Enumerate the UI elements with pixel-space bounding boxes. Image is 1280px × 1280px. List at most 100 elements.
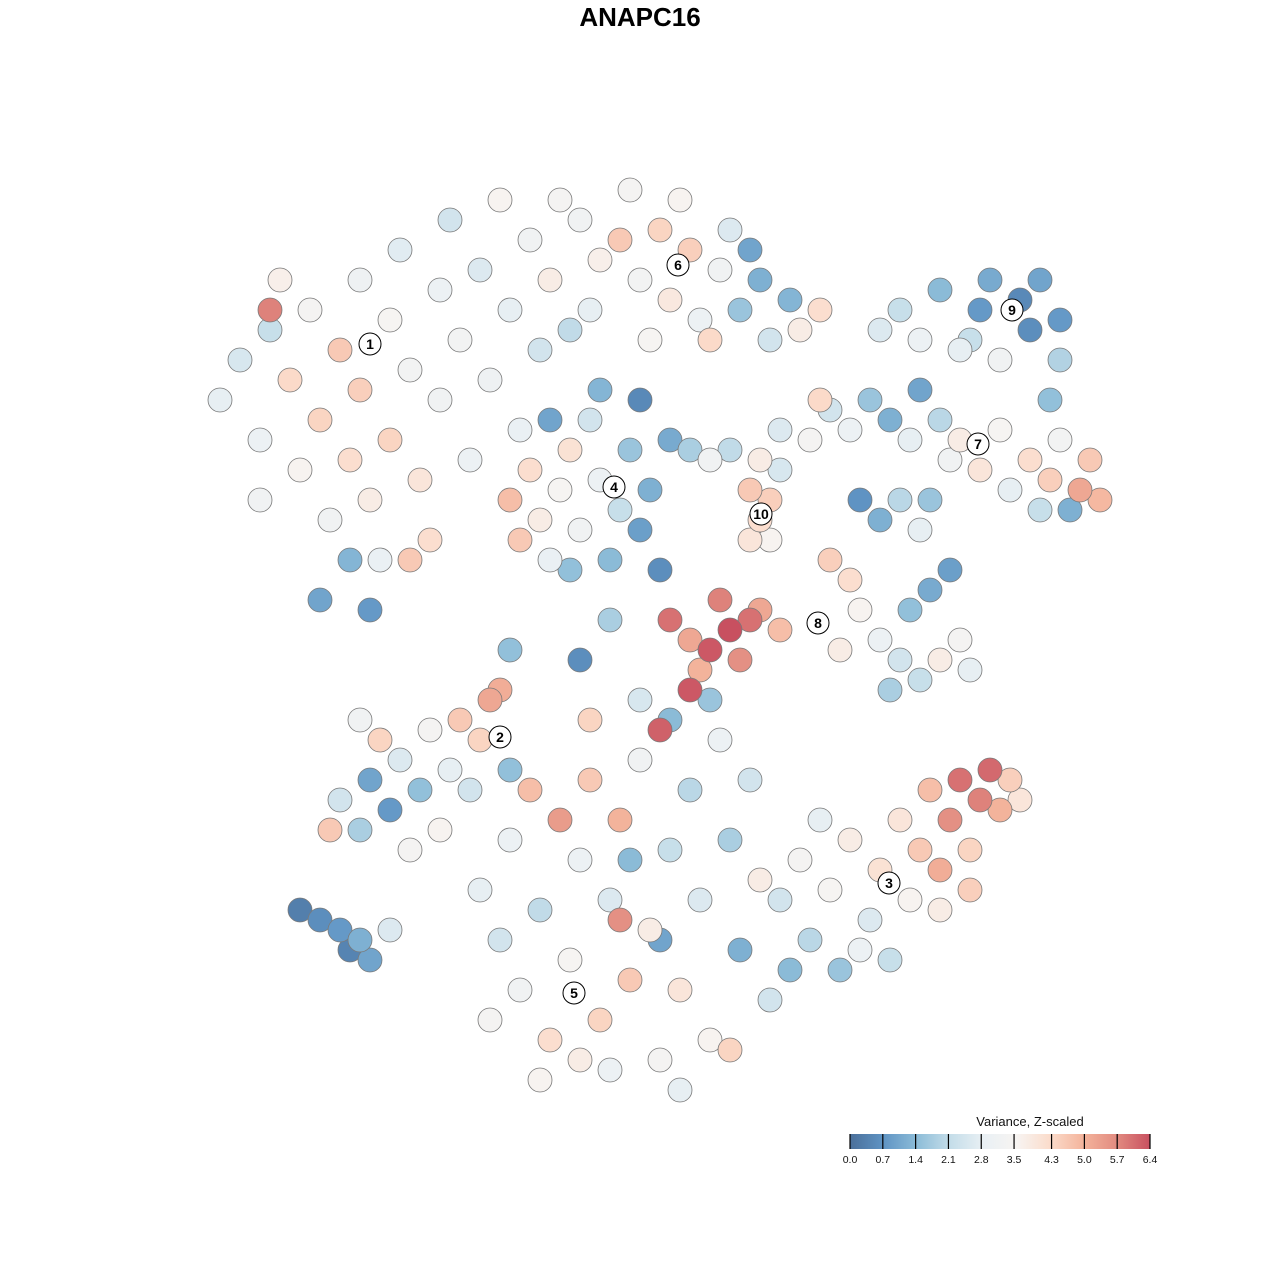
data-point <box>307 407 333 433</box>
svg-text:3: 3 <box>885 875 893 891</box>
data-point <box>617 847 643 873</box>
colorbar-tick-label: 5.0 <box>1077 1154 1092 1166</box>
data-point <box>857 907 883 933</box>
data-point <box>687 657 713 683</box>
data-point <box>947 767 973 793</box>
data-point <box>317 817 343 843</box>
data-point <box>587 247 613 273</box>
data-point <box>537 267 563 293</box>
data-point <box>1047 347 1073 373</box>
data-point <box>377 307 403 333</box>
data-point <box>907 517 933 543</box>
data-point <box>257 297 283 323</box>
data-point <box>967 457 993 483</box>
data-point <box>767 887 793 913</box>
data-point <box>887 487 913 513</box>
data-point <box>327 787 353 813</box>
data-point <box>787 847 813 873</box>
data-point <box>567 647 593 673</box>
data-point <box>347 267 373 293</box>
data-point <box>807 387 833 413</box>
data-point <box>697 447 723 473</box>
data-point <box>1037 387 1063 413</box>
data-point <box>647 557 673 583</box>
cluster-label: 10 <box>749 502 773 526</box>
data-point <box>697 1027 723 1053</box>
data-point <box>697 687 723 713</box>
data-point <box>877 677 903 703</box>
data-point <box>327 337 353 363</box>
data-point <box>567 207 593 233</box>
data-point <box>387 747 413 773</box>
data-point <box>937 807 963 833</box>
data-point <box>557 947 583 973</box>
data-point <box>337 547 363 573</box>
data-point <box>907 327 933 353</box>
data-point <box>977 267 1003 293</box>
data-point <box>927 897 953 923</box>
data-point <box>917 487 943 513</box>
cluster-label: 8 <box>806 611 830 635</box>
cluster-label: 7 <box>966 432 990 456</box>
data-point <box>357 767 383 793</box>
data-point <box>227 347 253 373</box>
data-point <box>1047 427 1073 453</box>
data-point <box>477 1007 503 1033</box>
data-point <box>927 277 953 303</box>
data-point <box>807 807 833 833</box>
data-point <box>617 177 643 203</box>
svg-text:8: 8 <box>814 615 822 631</box>
data-point <box>847 597 873 623</box>
data-point <box>527 1067 553 1093</box>
data-point <box>577 707 603 733</box>
data-point <box>1017 317 1043 343</box>
data-point <box>627 747 653 773</box>
data-point <box>607 807 633 833</box>
colorbar-tick-label: 6.4 <box>1143 1154 1158 1166</box>
data-point <box>707 587 733 613</box>
data-point <box>657 287 683 313</box>
data-point <box>507 417 533 443</box>
data-point <box>377 917 403 943</box>
data-point <box>967 297 993 323</box>
data-point <box>957 837 983 863</box>
colorbar-tick-label: 1.4 <box>908 1154 923 1166</box>
data-point <box>797 927 823 953</box>
data-point <box>1027 267 1053 293</box>
colorbar-tick-label: 5.7 <box>1110 1154 1125 1166</box>
data-point <box>727 937 753 963</box>
data-point <box>417 527 443 553</box>
points-layer <box>207 177 1113 1103</box>
data-point <box>577 767 603 793</box>
data-point <box>657 607 683 633</box>
data-point <box>247 487 273 513</box>
data-point <box>347 707 373 733</box>
data-point <box>507 977 533 1003</box>
colorbar: 0.0 0.7 1.4 2.1 2.8 3.5 4.3 5.0 5.7 6.4 <box>843 1134 1158 1166</box>
data-point <box>547 807 573 833</box>
data-point <box>937 447 963 473</box>
cluster-label: 5 <box>562 981 586 1005</box>
data-point <box>317 507 343 533</box>
data-point <box>717 827 743 853</box>
data-point <box>207 387 233 413</box>
data-point <box>477 367 503 393</box>
data-point <box>767 457 793 483</box>
colorbar-tick-label: 2.1 <box>941 1154 956 1166</box>
data-point <box>307 907 333 933</box>
data-point <box>907 837 933 863</box>
data-point <box>577 297 603 323</box>
data-point <box>927 647 953 673</box>
data-point <box>477 687 503 713</box>
data-point <box>987 797 1013 823</box>
data-point <box>467 727 493 753</box>
data-point <box>717 1037 743 1063</box>
data-point <box>347 927 373 953</box>
data-point <box>457 777 483 803</box>
data-point <box>727 297 753 323</box>
data-point <box>637 917 663 943</box>
data-point <box>427 277 453 303</box>
data-point <box>377 797 403 823</box>
data-point <box>1037 467 1063 493</box>
data-point <box>947 337 973 363</box>
